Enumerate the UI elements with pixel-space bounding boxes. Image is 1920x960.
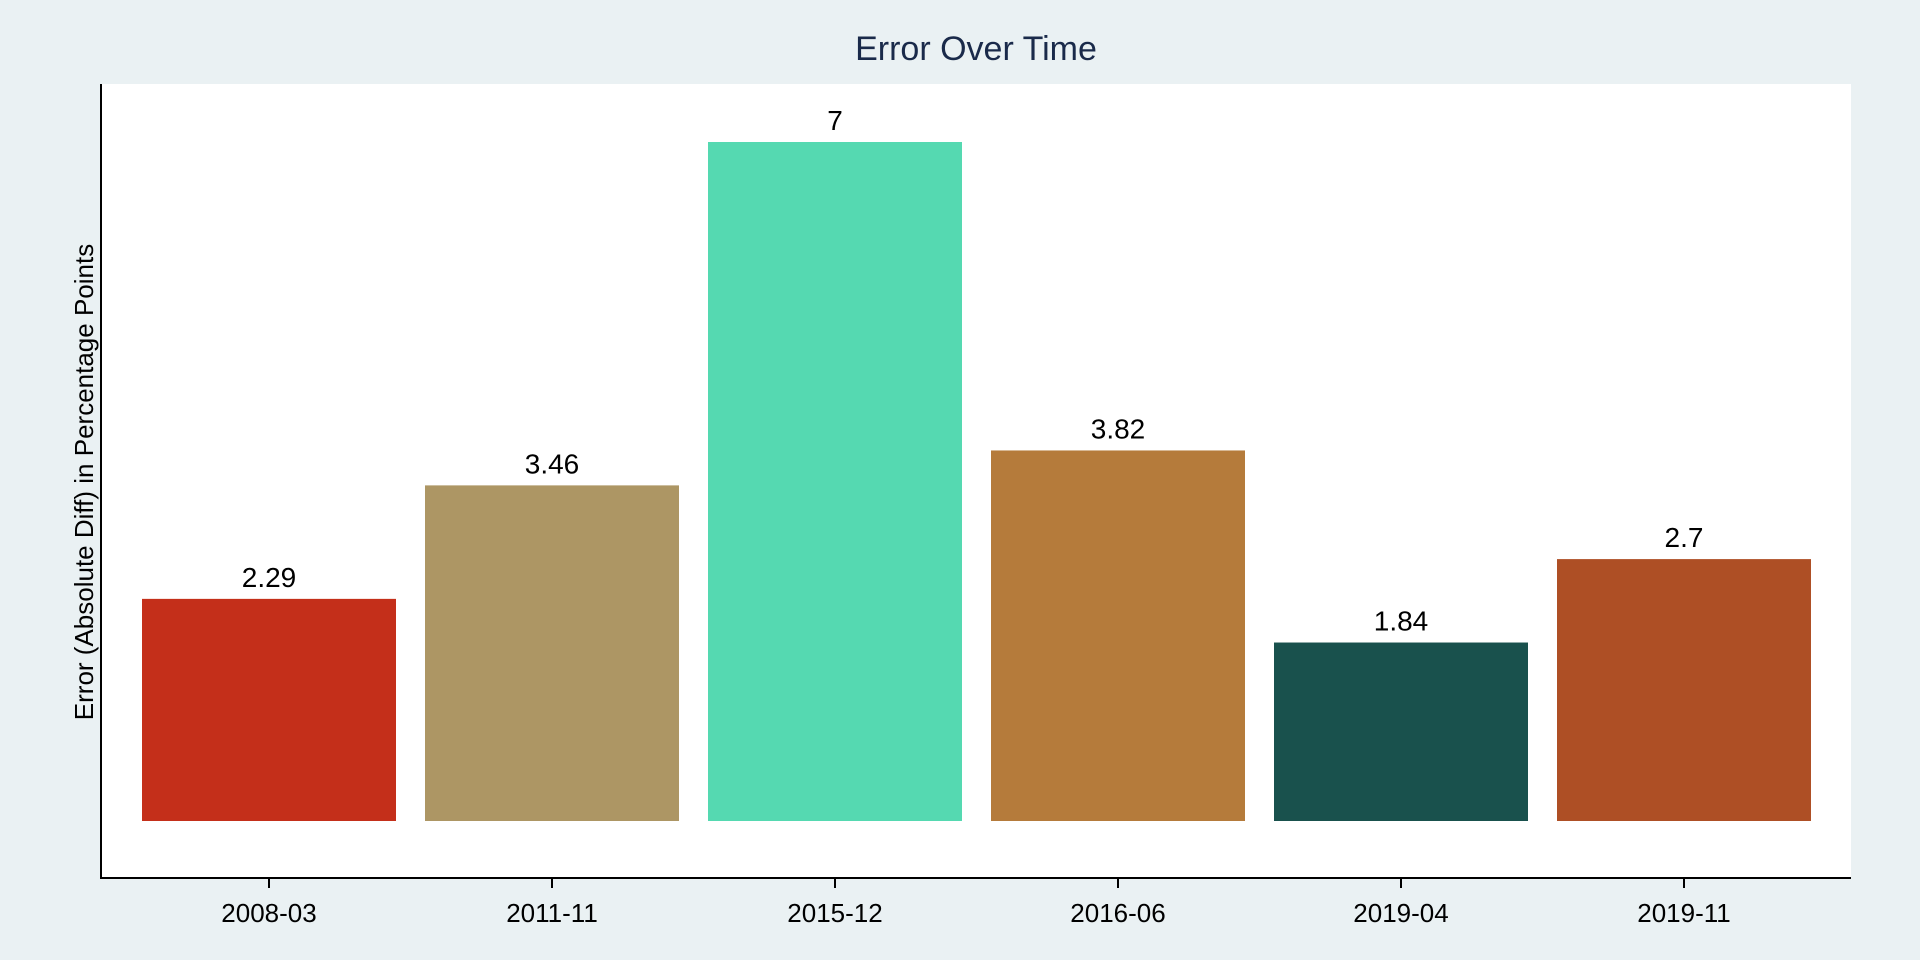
bar-value-label: 3.46 bbox=[525, 448, 580, 479]
bar-value-label: 2.29 bbox=[242, 562, 297, 593]
x-ticks-group: 2008-03 2011-11 2015-12 2016-06 2019-04 2019-… bbox=[221, 878, 1731, 928]
bar-2008-03 bbox=[142, 598, 396, 821]
bar-labels-group: 2.29 3.46 7 3.82 1.84 2.7 bbox=[242, 105, 1704, 637]
x-tick-label: 2019-11 bbox=[1637, 898, 1731, 928]
x-tick-label: 2015-12 bbox=[787, 898, 882, 928]
bar-value-label: 7 bbox=[827, 105, 843, 136]
x-tick-label: 2011-11 bbox=[506, 898, 598, 928]
bar-2011-11 bbox=[425, 485, 679, 821]
bar-value-label: 3.82 bbox=[1091, 413, 1146, 444]
x-tick-label: 2016-06 bbox=[1070, 898, 1165, 928]
chart-title: Error Over Time bbox=[855, 30, 1097, 68]
bar-2015-12 bbox=[708, 142, 962, 821]
bar-value-label: 2.7 bbox=[1665, 522, 1704, 553]
bar-value-label: 1.84 bbox=[1374, 606, 1429, 637]
y-axis-title: Error (Absolute Diff) in Percentage Poin… bbox=[69, 244, 99, 720]
x-tick-label: 2008-03 bbox=[221, 898, 316, 928]
bars-group bbox=[142, 142, 1811, 821]
bar-2016-06 bbox=[991, 450, 1245, 821]
bar-2019-11 bbox=[1557, 559, 1811, 821]
x-tick-label: 2019-04 bbox=[1353, 898, 1448, 928]
bar-2019-04 bbox=[1274, 642, 1528, 821]
